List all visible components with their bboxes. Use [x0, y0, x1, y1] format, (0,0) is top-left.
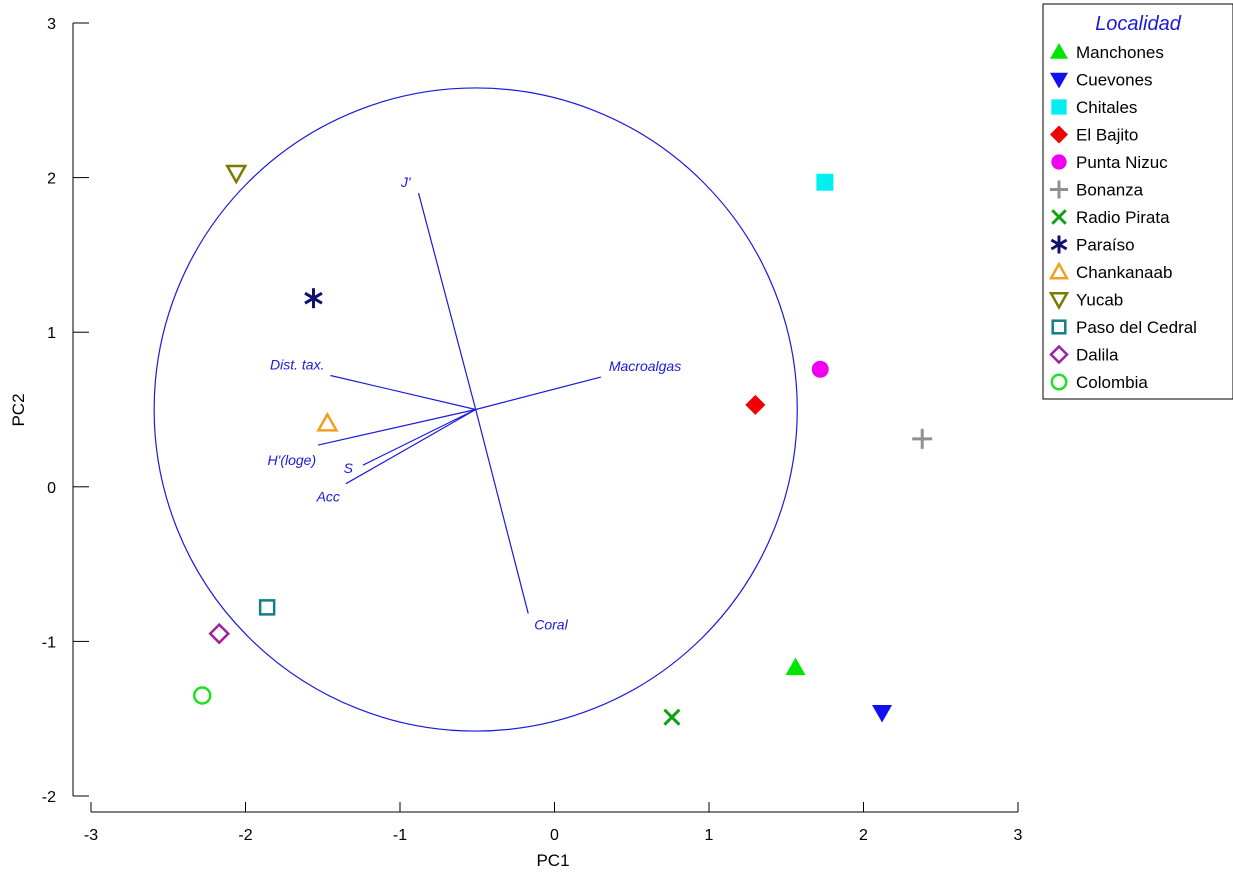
legend-label-yucab: Yucab: [1076, 291, 1123, 310]
correlation-circle: [153, 87, 798, 732]
legend-marker-paso-del-cedral: [1051, 319, 1067, 335]
legend-label-chitales: Chitales: [1076, 98, 1137, 117]
legend-label-manchones: Manchones: [1076, 43, 1164, 62]
legend-marker-yucab: [1048, 291, 1070, 311]
legend-label-el-bajito: El Bajito: [1076, 126, 1138, 145]
y-axis-title: PC2: [9, 393, 28, 426]
point-chitales: [816, 173, 834, 191]
legend-marker-manchones: [1050, 43, 1068, 59]
legend-marker-para-so: [1050, 235, 1068, 254]
vector-label: Coral: [534, 617, 568, 633]
vector-line: [330, 374, 476, 411]
legend-label-dalila: Dalila: [1076, 346, 1119, 365]
x-tick-label: -2: [238, 827, 252, 844]
point-paso-del-cedral: [258, 599, 276, 616]
x-tick-label: -1: [393, 827, 407, 844]
y-tick-label: -1: [42, 634, 56, 651]
y-tick-label: 3: [47, 16, 56, 33]
vector-label: H'(loge): [268, 452, 317, 468]
vector-label: Macroalgas: [609, 358, 681, 374]
point-yucab: [225, 164, 248, 185]
point-manchones: [785, 657, 806, 676]
point-cuevones: [872, 705, 893, 723]
point-colombia: [192, 686, 212, 705]
point-bonanza: [912, 428, 933, 449]
legend-marker-cuevones: [1050, 72, 1068, 89]
legend-label-para-so: Paraíso: [1076, 236, 1135, 255]
point-para-so: [304, 288, 323, 309]
legend-marker-punta-nizuc: [1051, 154, 1067, 170]
vector-line: [475, 376, 602, 411]
point-radio-pirata: [663, 708, 681, 726]
legend-title: Localidad: [1095, 13, 1182, 35]
points-layer: [192, 164, 933, 726]
vector-label: S: [344, 460, 354, 476]
vector-line: [417, 192, 477, 410]
point-punta-nizuc: [811, 360, 829, 378]
y-tick-label: 1: [47, 325, 56, 342]
y-tick-label: 0: [47, 480, 56, 497]
correlation-circle-layer: [153, 87, 798, 732]
vector-label: J': [400, 174, 412, 190]
point-dalila: [208, 622, 231, 645]
legend-label-punta-nizuc: Punta Nizuc: [1076, 153, 1168, 172]
legend-box: [1042, 3, 1233, 400]
y-tick-label: -2: [42, 789, 56, 806]
legend-marker-bonanza: [1050, 180, 1068, 199]
point-el-bajito: [745, 394, 766, 415]
vector-label: Acc: [316, 489, 340, 505]
vector-line: [362, 408, 476, 466]
legend-label-radio-pirata: Radio Pirata: [1076, 208, 1170, 227]
legend-label-bonanza: Bonanza: [1076, 181, 1144, 200]
x-tick-label: 2: [859, 827, 868, 844]
x-tick-label: 1: [705, 827, 714, 844]
legend-label-chankanaab: Chankanaab: [1076, 263, 1172, 282]
legend-marker-el-bajito: [1050, 125, 1068, 144]
legend-marker-dalila: [1049, 344, 1069, 365]
legend-marker-colombia: [1050, 373, 1068, 391]
x-tick-label: 3: [1014, 827, 1023, 844]
legend-label-paso-del-cedral: Paso del Cedral: [1076, 318, 1197, 337]
point-chankanaab: [316, 411, 339, 432]
legend-label-colombia: Colombia: [1076, 373, 1148, 392]
vector-line: [475, 409, 529, 614]
x-axis-title: PC1: [536, 851, 569, 870]
y-tick-label: 2: [47, 171, 56, 188]
x-tick-label: 0: [550, 827, 559, 844]
x-tick-label: -3: [84, 827, 98, 844]
legend-marker-chankanaab: [1048, 261, 1070, 280]
vector-line: [317, 408, 476, 446]
legend-marker-chitales: [1051, 99, 1067, 115]
vector-line: [345, 408, 477, 485]
legend-marker-radio-pirata: [1051, 209, 1067, 225]
legend: Localidad Manchones Cuevones Chitales El Ba…: [1042, 3, 1233, 400]
axes: -3 -2 -1 0 1 2 3 -2 -1 0 1 2 3: [42, 16, 1023, 844]
vector-label: Dist. tax.: [270, 356, 324, 372]
legend-items: Manchones Cuevones Chitales El Bajito Punta …: [1048, 43, 1197, 392]
legend-label-cuevones: Cuevones: [1076, 71, 1153, 90]
